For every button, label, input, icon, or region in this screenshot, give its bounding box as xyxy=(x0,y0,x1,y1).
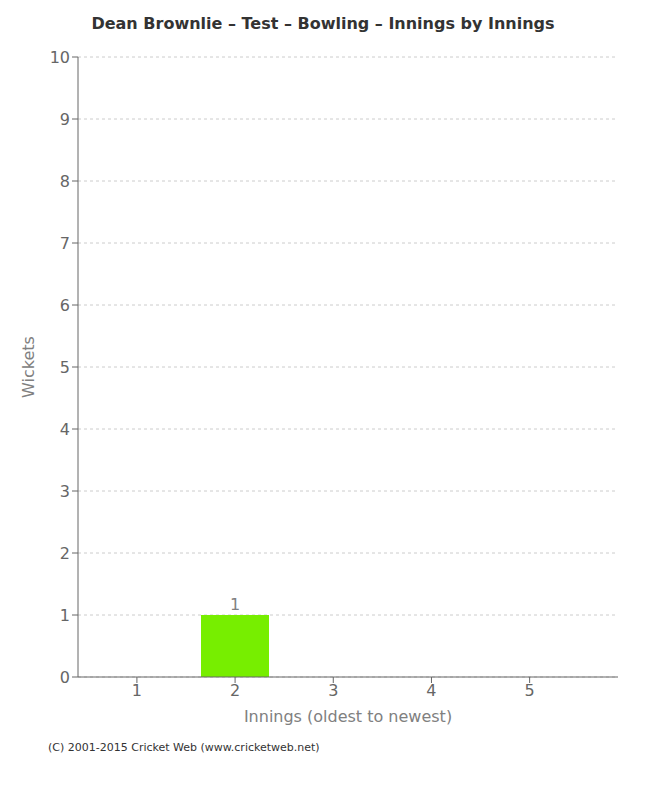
svg-text:10: 10 xyxy=(50,48,70,67)
svg-text:Innings (oldest to newest): Innings (oldest to newest) xyxy=(244,707,452,726)
svg-text:1: 1 xyxy=(132,681,142,700)
html-text:Dean Brownlie – Test – Bowling: Dean Brownlie – Test – Bowling – Innings… xyxy=(91,14,555,33)
svg-text:0: 0 xyxy=(60,668,70,687)
svg-text:4: 4 xyxy=(426,681,436,700)
svg-text:4: 4 xyxy=(60,420,70,439)
svg-text:1: 1 xyxy=(230,595,240,614)
svg-text:2: 2 xyxy=(60,544,70,563)
svg-text:3: 3 xyxy=(328,681,338,700)
svg-text:2: 2 xyxy=(230,681,240,700)
svg-text:9: 9 xyxy=(60,110,70,129)
svg-text:3: 3 xyxy=(60,482,70,501)
svg-text:6: 6 xyxy=(60,296,70,315)
svg-text:8: 8 xyxy=(60,172,70,191)
svg-text:7: 7 xyxy=(60,234,70,253)
svg-text:5: 5 xyxy=(60,358,70,377)
svg-text:Wickets: Wickets xyxy=(19,336,38,398)
svg-text:5: 5 xyxy=(525,681,535,700)
html-text:(C) 2001-2015 Cricket Web (www: (C) 2001-2015 Cricket Web (www.cricketwe… xyxy=(48,741,320,754)
svg-text:1: 1 xyxy=(60,606,70,625)
